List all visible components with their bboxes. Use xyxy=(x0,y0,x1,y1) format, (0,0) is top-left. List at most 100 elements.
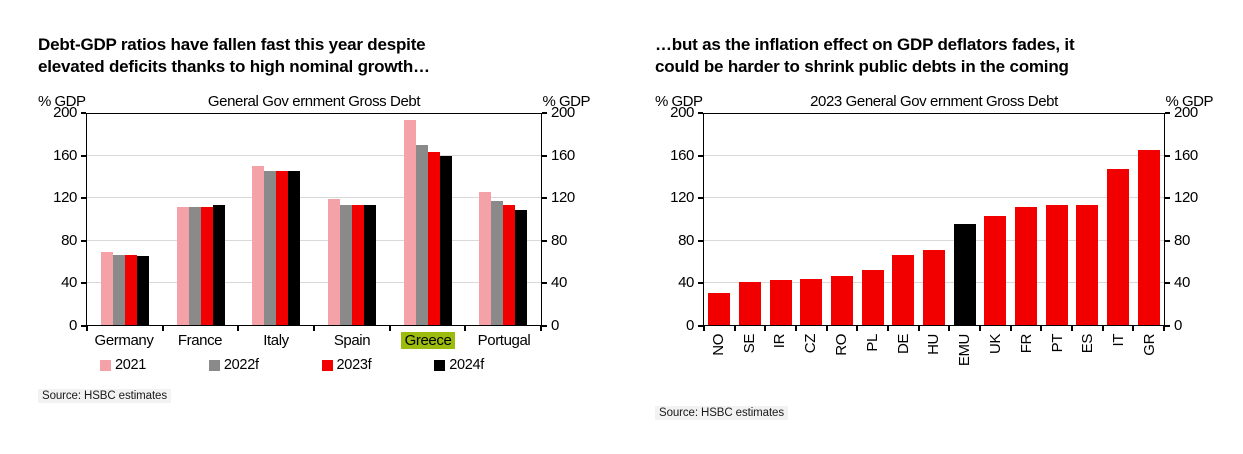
bar-group-UK xyxy=(980,114,1011,325)
x-label-text: IT xyxy=(1110,334,1128,347)
x-label-EMU: EMU xyxy=(949,326,980,390)
y-tick xyxy=(1165,154,1170,157)
y-tick xyxy=(698,197,703,200)
bar-group-DE xyxy=(888,114,919,325)
bar-group-France xyxy=(163,114,239,325)
bar-group-Italy xyxy=(238,114,314,325)
plot-area xyxy=(703,113,1165,331)
x-axis: NO SE IR CZ RO PL DE HU EMU UK FR PT ES IT GR xyxy=(655,326,1213,390)
x-tick xyxy=(979,325,981,331)
y-tick xyxy=(542,325,547,327)
gridline xyxy=(704,239,1164,241)
x-label-Italy: Italy xyxy=(238,326,314,349)
bar-Spain-2021 xyxy=(327,199,340,325)
left-chart-headline: Debt-GDP ratios have fallen fast this ye… xyxy=(38,34,590,78)
y-axis-left: 0 40 80 120 160 200 xyxy=(38,105,86,334)
left-chart: % GDP General Gov ernment Gross Debt % G… xyxy=(38,90,591,373)
bar-IT xyxy=(1107,168,1130,325)
x-label-France: France xyxy=(162,326,238,349)
bar-Greece-2022f xyxy=(415,144,428,325)
x-tick xyxy=(1040,325,1043,331)
chart-title: 2023 General Gov ernment Gross Debt xyxy=(810,93,1058,110)
bar-PL xyxy=(861,270,884,325)
bar-HU xyxy=(923,250,946,325)
bar-ES xyxy=(1076,204,1099,325)
x-label-text: EMU xyxy=(956,334,974,367)
x-label-CZ: CZ xyxy=(795,326,826,390)
x-axis-labels: Germany France Italy Spain Greece Portugal xyxy=(86,326,542,349)
x-tick xyxy=(1101,325,1104,331)
y-axis-unit-right: % GDP xyxy=(1165,93,1213,110)
bar-Germany-2021 xyxy=(100,252,113,325)
legend-label: 2022f xyxy=(223,357,259,373)
x-label-FR: FR xyxy=(1011,326,1042,390)
y-tick xyxy=(81,154,86,157)
legend-label: 2021 xyxy=(115,357,147,373)
y-tick xyxy=(1165,282,1170,285)
bar-group-RO xyxy=(827,114,858,325)
y-tick-label: 0 xyxy=(1174,317,1182,334)
headline-line-2: could be harder to shrink public debts i… xyxy=(655,57,1069,76)
y-tick-label: 40 xyxy=(1174,274,1190,292)
bar-group-GR xyxy=(1133,114,1164,325)
bar-group-Spain xyxy=(314,114,390,325)
legend-label: 2024f xyxy=(449,357,484,373)
chart-header: % GDP 2023 General Gov ernment Gross Deb… xyxy=(655,90,1214,110)
x-tick xyxy=(540,325,542,331)
x-label-PT: PT xyxy=(1042,326,1073,390)
bar-RO xyxy=(831,276,854,325)
left-chart-panel: Debt-GDP ratios have fallen fast this ye… xyxy=(38,34,591,404)
bar-FR xyxy=(1015,206,1038,325)
x-label-text: France xyxy=(177,332,223,349)
plot-area xyxy=(86,113,542,331)
y-tick xyxy=(1165,197,1170,200)
x-tick xyxy=(86,325,88,331)
bar-Germany-2024f xyxy=(136,256,149,325)
x-tick xyxy=(948,325,951,331)
bar-Portugal-2021 xyxy=(479,192,492,325)
bar-group-IT xyxy=(1103,114,1134,325)
y-tick xyxy=(542,112,547,114)
bar-group-Germany xyxy=(87,114,163,325)
bar-Portugal-2022f xyxy=(491,200,504,325)
x-tick xyxy=(825,325,828,331)
bar-group-NO xyxy=(704,114,735,325)
y-tick-label: 160 xyxy=(53,146,77,164)
y-axis-unit-right: % GDP xyxy=(542,93,590,110)
y-tick-label: 160 xyxy=(1174,146,1198,164)
bar-group-Greece xyxy=(390,114,466,325)
y-tick-label: 120 xyxy=(1174,189,1198,207)
gridline xyxy=(87,155,541,157)
bar-Italy-2023f xyxy=(276,170,289,325)
bar-Germany-2023f xyxy=(124,255,137,325)
headline-line-1: …but as the inflation effect on GDP defl… xyxy=(655,35,1075,54)
bar-group-IR xyxy=(765,114,796,325)
bar-group-PT xyxy=(1041,114,1072,325)
chart-header: % GDP General Gov ernment Gross Debt % G… xyxy=(38,90,591,110)
x-tick xyxy=(1132,325,1135,331)
y-axis-right: 0 40 80 120 160 200 xyxy=(1165,105,1213,334)
x-label-text: PT xyxy=(1048,334,1066,353)
bar-NO xyxy=(708,293,731,325)
y-axis-right: 0 40 80 120 160 200 xyxy=(542,105,590,334)
y-tick-label: 200 xyxy=(1174,104,1198,121)
bar-Italy-2024f xyxy=(288,170,301,325)
chart-body: 0 40 80 120 160 200 0 40 80 120 160 200 xyxy=(655,105,1213,334)
bar-CZ xyxy=(800,278,823,325)
bar-Portugal-2023f xyxy=(503,204,516,325)
x-label-text: CZ xyxy=(802,334,820,354)
y-tick-label: 200 xyxy=(551,104,575,121)
bar-PT xyxy=(1045,204,1068,325)
bar-Germany-2022f xyxy=(112,255,125,325)
x-label-GR: GR xyxy=(1134,326,1165,390)
bar-group-Portugal xyxy=(465,114,541,325)
x-label-Spain: Spain xyxy=(314,326,390,349)
x-label-IT: IT xyxy=(1103,326,1134,390)
source-note: Source: HSBC estimates xyxy=(38,389,171,403)
legend-label: 2023f xyxy=(336,357,372,373)
bar-France-2021 xyxy=(176,206,189,325)
x-tick xyxy=(464,325,467,331)
x-tick xyxy=(733,325,736,331)
x-label-text: IR xyxy=(771,334,789,349)
x-tick xyxy=(795,325,797,331)
